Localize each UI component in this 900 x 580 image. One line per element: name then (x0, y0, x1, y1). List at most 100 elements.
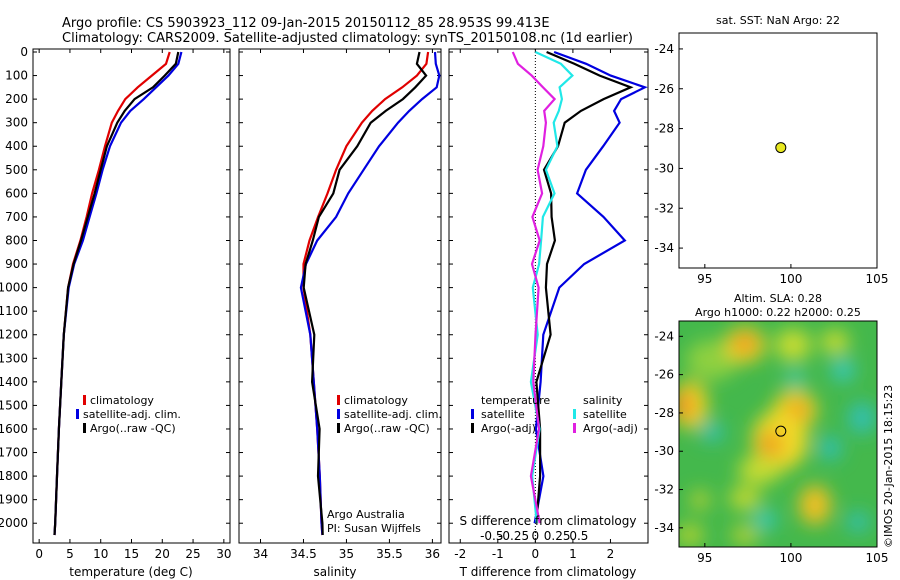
title-line-1: Argo profile: CS 5903923_112 09-Jan-2015… (62, 16, 550, 31)
legend-s-argo-label: Argo(-adj) (583, 422, 638, 435)
legend-temperature-heading: temperature (481, 394, 550, 407)
legend-swatch-climatology-2 (337, 395, 340, 405)
legend-swatch-t-satellite (471, 409, 474, 419)
legend-climatology-label: climatology (90, 394, 154, 407)
depth-tick-label: 1600 (0, 422, 28, 436)
map-y-tick-label: -34 (654, 521, 674, 535)
depth-tick-label: 500 (5, 163, 28, 177)
salinity-panel-frame (238, 48, 442, 544)
difference-panel-frame (448, 48, 649, 544)
map-y-tick-label: -30 (654, 161, 674, 175)
series-line (53, 51, 183, 536)
map-y-tick-label: -24 (654, 42, 674, 56)
x-tick-label: 15 (124, 547, 139, 561)
map-x-tick-label: 100 (779, 272, 802, 286)
map-x-tick-label: 105 (866, 272, 889, 286)
legend-argo-label-2: Argo(..raw -QC) (344, 422, 430, 435)
x-tick-label: 35 (339, 547, 354, 561)
legend-swatch-satellite-2 (337, 409, 340, 419)
x-tick-label: 1 (569, 547, 577, 561)
map-x-tick-label: 100 (779, 551, 802, 565)
map-y-tick-label: -28 (654, 122, 674, 136)
depth-tick-label: 1000 (0, 281, 28, 295)
depth-tick-label: 1300 (0, 351, 28, 365)
s-diff-tick-label: 0 (532, 529, 540, 543)
sst-map-argo-marker (775, 142, 787, 154)
legend-argo-label: Argo(..raw -QC) (90, 422, 176, 435)
x-tick-label: 35.5 (376, 547, 403, 561)
credit-pi: PI: Susan Wijffels (327, 522, 421, 535)
x-tick-label: 25 (185, 547, 200, 561)
series-line (535, 50, 634, 524)
legend-swatch-s-argo (573, 423, 576, 433)
map-x-tick-label: 95 (697, 272, 712, 286)
map-y-tick-label: -26 (654, 82, 674, 96)
depth-tick-label: 1100 (0, 304, 28, 318)
depth-tick-label: 1400 (0, 375, 28, 389)
sla-map-frame (678, 320, 878, 548)
depth-tick-label: 900 (5, 257, 28, 271)
legend-swatch-argo (83, 423, 86, 433)
sla-map-title-1: Altim. SLA: 0.28 (734, 292, 822, 305)
temperature-xlabel: temperature (deg C) (69, 565, 192, 579)
series-line (53, 51, 171, 536)
depth-tick-label: 1500 (0, 398, 28, 412)
legend-t-satellite-label: satellite (481, 408, 525, 421)
depth-axis-ticks: 0 100 200 300 400 500 600 700 800 900 1000 1100 1200… (0, 45, 648, 530)
sst-map-frame (678, 32, 878, 269)
x-tick-label: 30 (216, 547, 231, 561)
credit-org: Argo Australia (327, 508, 405, 521)
legend-satellite-label: satellite-adj. clim. (83, 408, 181, 421)
map-y-tick-label: -30 (654, 444, 674, 458)
depth-tick-label: 800 (5, 233, 28, 247)
salinity-plot: 34 34.5 35 35.5 36 (253, 49, 441, 561)
title-line-2: Climatology: CARS2009. Satellite-adjuste… (62, 31, 633, 46)
legend-s-satellite-label: satellite (583, 408, 627, 421)
x-tick-label: 2 (607, 547, 615, 561)
legend-climatology-label-2: climatology (344, 394, 408, 407)
temperature-plot: 0 5 10 15 20 25 30 (35, 49, 231, 561)
salinity-legend: climatology satellite-adj. clim. Argo(..… (337, 394, 442, 435)
map-x-tick-label: 105 (866, 551, 889, 565)
series-line (53, 51, 180, 536)
sla-map-argo-marker (775, 425, 787, 437)
map-y-tick-label: -34 (654, 241, 674, 255)
depth-tick-label: 0 (20, 45, 28, 59)
salinity-xlabel: salinity (313, 565, 356, 579)
x-tick-label: -1 (492, 547, 504, 561)
depth-tick-label: 300 (5, 116, 28, 130)
temperature-legend: climatology satellite-adj. clim. Argo(..… (76, 394, 181, 435)
temperature-panel-frame (32, 48, 231, 544)
depth-tick-label: 1200 (0, 328, 28, 342)
x-tick-label: 5 (66, 547, 74, 561)
imos-timestamp: ©IMOS 20-Jan-2015 18:15:23 (882, 385, 895, 548)
s-difference-xlabel: S difference from climatology (460, 514, 637, 528)
t-difference-xlabel: T difference from climatology (459, 565, 637, 579)
s-diff-tick-label: -0.25 (498, 529, 529, 543)
series-line (299, 51, 441, 536)
legend-swatch-satellite (76, 409, 79, 419)
legend-swatch-s-satellite (573, 409, 576, 419)
map-x-tick-label: 95 (697, 551, 712, 565)
map-y-tick-label: -32 (654, 201, 674, 215)
x-tick-label: 34 (253, 547, 268, 561)
series-line (302, 51, 428, 536)
difference-legend: temperature salinity satellite satellite… (471, 394, 638, 435)
s-diff-tick-label: 0.25 (544, 529, 571, 543)
series-line (529, 51, 574, 524)
depth-tick-label: 700 (5, 210, 28, 224)
x-tick-label: 34.5 (290, 547, 317, 561)
map-y-tick-label: -26 (654, 368, 674, 382)
legend-swatch-argo-2 (337, 423, 340, 433)
sst-map-axes: 95 100 105 -24 -26 -28 -30 -32 -34 (654, 42, 888, 286)
depth-tick-label: 2000 (0, 516, 28, 530)
map-y-tick-label: -28 (654, 406, 674, 420)
x-tick-label: 20 (155, 547, 170, 561)
sla-map-title-2: Argo h1000: 0.22 h2000: 0.25 (695, 306, 861, 319)
depth-tick-label: 1700 (0, 446, 28, 460)
series-line (511, 51, 557, 524)
s-diff-tick-label: 0.5 (569, 529, 588, 543)
x-tick-label: 0 (532, 547, 540, 561)
series-line (302, 51, 430, 536)
